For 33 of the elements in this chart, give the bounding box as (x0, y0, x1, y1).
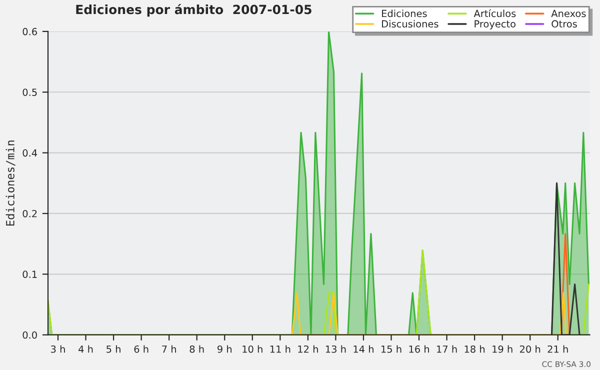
x-tick-label: 12 h (298, 345, 318, 353)
legend-label: Ediciones (382, 10, 427, 18)
x-tick-label: 10 h (242, 345, 262, 353)
chart-title: Ediciones por ámbito 2007-01-05 (76, 4, 312, 17)
x-tick-label: 6 h (134, 345, 148, 353)
x-tick-label: 11 h (270, 345, 290, 353)
x-tick-label: 21 h (548, 345, 568, 353)
x-tick-label: 3 h (51, 345, 65, 353)
legend-label: Otros (552, 20, 577, 28)
x-tick-label: 5 h (106, 345, 120, 353)
x-tick-label: 19 h (492, 345, 512, 353)
y-axis-title: Ediciones/min (6, 140, 16, 226)
x-tick-label: 16 h (409, 345, 429, 353)
y-tick-label: 0.1 (22, 270, 37, 278)
legend-label: Discusiones (382, 20, 438, 28)
x-tick-label: 14 h (354, 345, 374, 353)
y-tick-label: 0.6 (22, 28, 37, 36)
x-tick-label: 15 h (382, 345, 402, 353)
x-tick-label: 17 h (437, 345, 457, 353)
x-tick-label: 8 h (190, 345, 204, 353)
x-tick-label: 13 h (326, 345, 346, 353)
x-tick-label: 7 h (162, 345, 176, 353)
legend-label: Anexos (551, 10, 586, 18)
x-tick-label: 4 h (78, 345, 93, 353)
x-tick-label: 18 h (464, 345, 485, 353)
y-tick-label: 0.5 (22, 88, 37, 96)
x-tick-label: 20 h (520, 345, 540, 353)
legend-label: Proyecto (474, 20, 516, 30)
y-tick-label: 0.0 (22, 331, 37, 339)
legend-label: Artículos (474, 9, 516, 18)
x-tick-label: 9 h (218, 345, 232, 353)
y-tick-label: 0.4 (22, 149, 38, 157)
y-tick-label: 0.2 (22, 210, 37, 218)
